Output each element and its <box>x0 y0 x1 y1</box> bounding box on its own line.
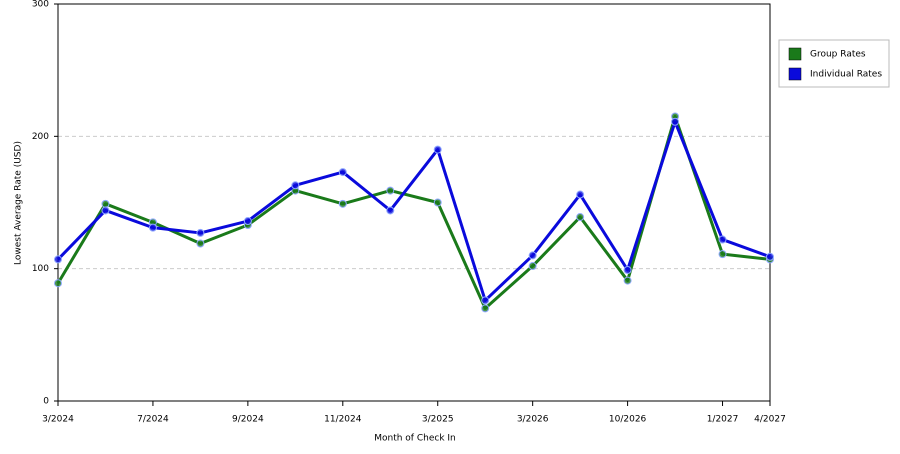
data-point <box>528 262 537 271</box>
data-point <box>481 304 490 313</box>
x-tick-label: 11/2024 <box>324 415 362 425</box>
x-tick-label: 9/2024 <box>232 415 264 425</box>
data-point <box>196 239 205 248</box>
y-tick-label: 100 <box>32 264 49 274</box>
data-point <box>718 250 727 259</box>
series-line <box>56 114 771 310</box>
legend-label: Individual Rates <box>810 70 882 80</box>
data-point <box>54 255 62 264</box>
data-point <box>386 186 395 195</box>
data-point <box>718 235 727 244</box>
data-point <box>576 213 585 222</box>
x-tick-label: 3/2024 <box>42 415 74 425</box>
data-point <box>433 145 442 154</box>
data-point <box>671 117 680 126</box>
data-point <box>54 279 62 288</box>
data-point <box>481 296 490 305</box>
legend-swatch <box>788 67 802 81</box>
x-tick-label: 7/2024 <box>137 415 169 425</box>
plot-frame <box>57 3 771 402</box>
data-point <box>766 252 774 261</box>
data-point <box>148 223 157 232</box>
x-tick-label: 10/2026 <box>609 415 647 425</box>
data-point <box>528 251 537 260</box>
x-tick-label: 4/2027 <box>754 415 786 425</box>
data-point <box>101 199 110 208</box>
data-point <box>243 217 252 226</box>
data-point <box>433 198 442 207</box>
legend-label: Group Rates <box>810 50 866 60</box>
data-point <box>291 181 300 190</box>
x-tick-label: 3/2025 <box>422 415 454 425</box>
x-tick-label: 1/2027 <box>707 415 739 425</box>
data-point <box>623 276 632 285</box>
legend-swatch <box>788 47 802 61</box>
data-point <box>623 265 632 274</box>
y-axis-label: Lowest Average Rate (USD) <box>14 141 24 265</box>
data-point <box>101 206 110 215</box>
y-tick-label: 300 <box>32 0 49 10</box>
series-line <box>56 120 771 302</box>
data-point <box>386 206 395 215</box>
data-point <box>338 168 347 177</box>
x-tick-label: 3/2026 <box>517 415 549 425</box>
y-tick-label: 0 <box>43 397 49 407</box>
y-tick-label: 200 <box>32 132 49 142</box>
data-point <box>338 199 347 208</box>
data-point <box>576 190 585 199</box>
data-point <box>196 228 205 237</box>
x-axis-label: Month of Check In <box>374 434 456 444</box>
